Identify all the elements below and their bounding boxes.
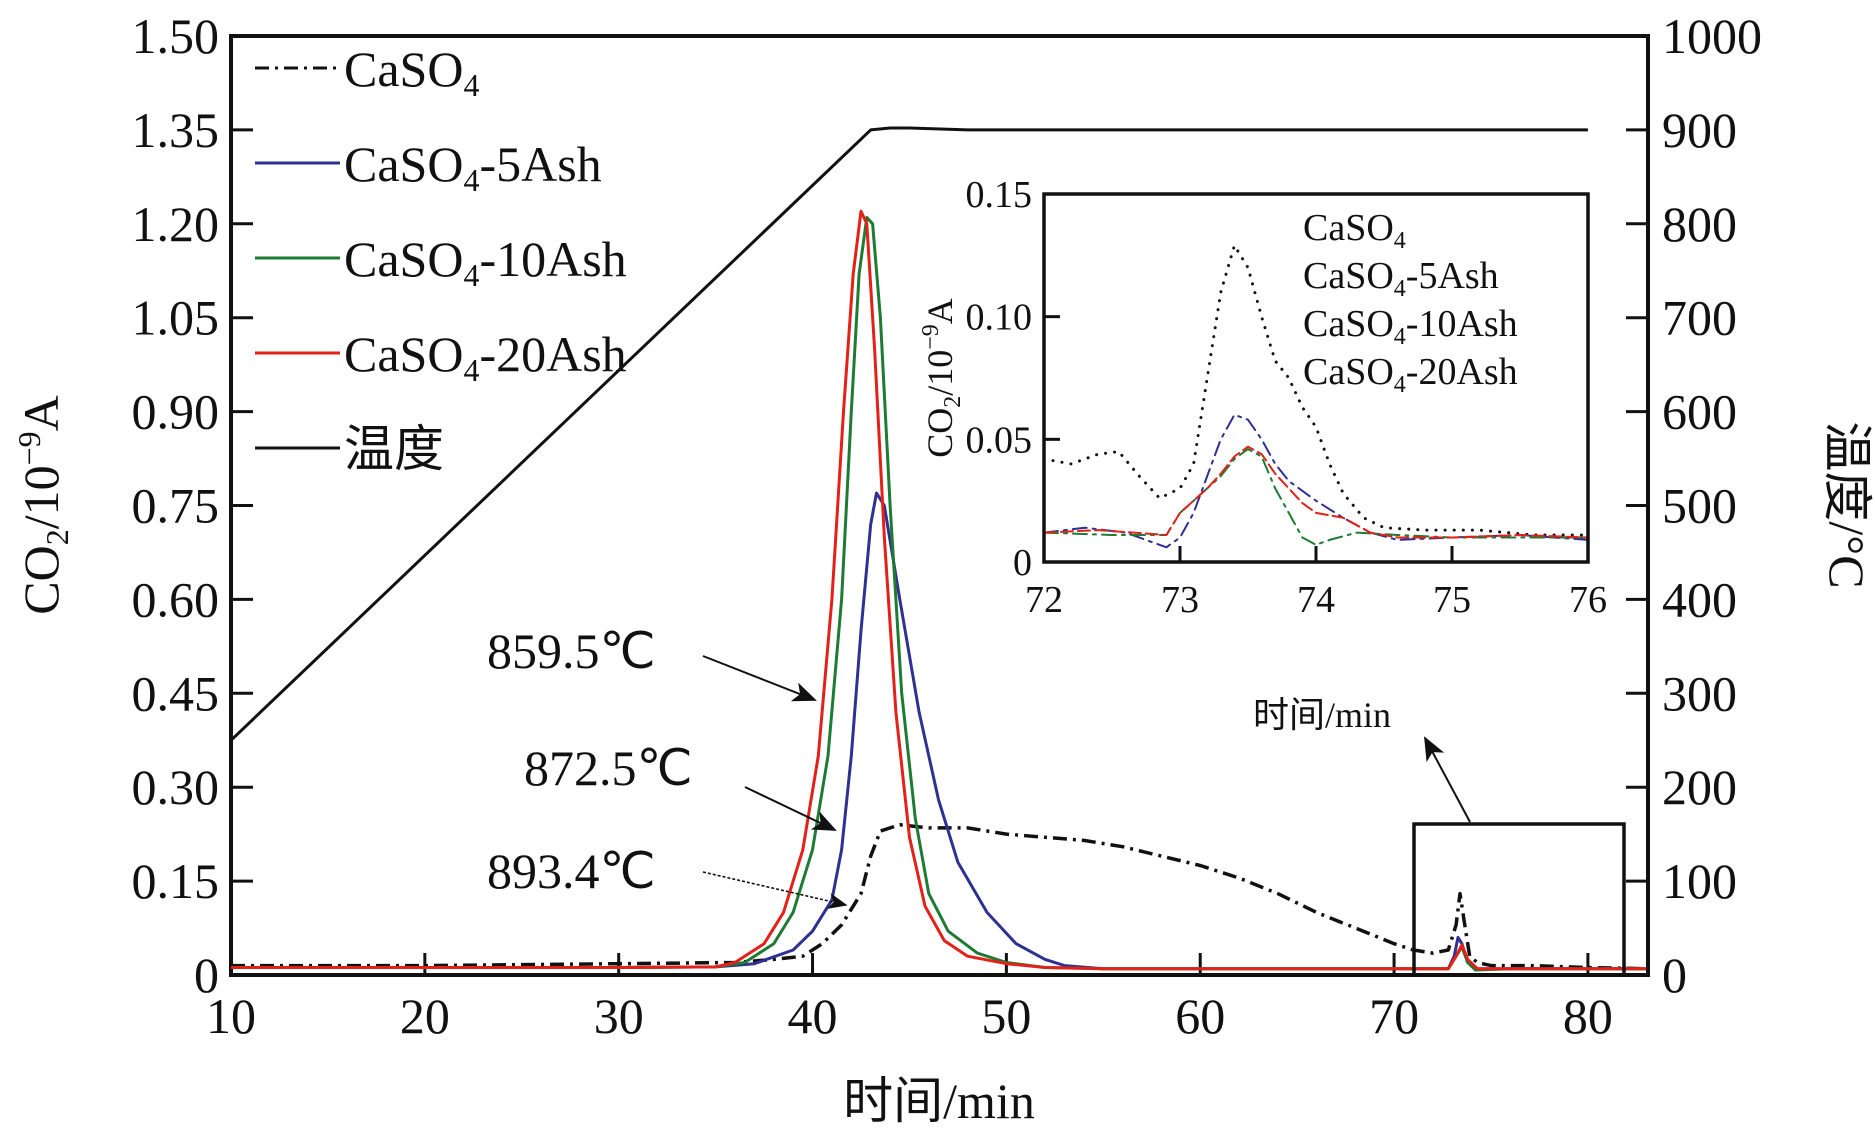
y-right-axis-title: 温度/°C — [1819, 421, 1875, 588]
zoom-region-box — [1412, 822, 1626, 977]
inset-legend-label: CaSO4-20Ash — [1303, 351, 1518, 398]
inset-series — [1042, 244, 1590, 549]
x-tick-label: 40 — [788, 988, 838, 1044]
x-tick-label: 10 — [206, 988, 256, 1044]
annotation-label: 893.4℃ — [487, 843, 656, 899]
annotation-arrow — [744, 786, 837, 831]
y-right-tick-label: 600 — [1662, 384, 1737, 440]
series-line-caso4-5ash — [231, 491, 1647, 971]
inset-x-tick-label: 75 — [1433, 579, 1471, 621]
zoom-callout-arrow — [1424, 736, 1471, 823]
inset-y-tick-label: 0 — [1013, 542, 1032, 584]
peak-annotations: 859.5℃ 872.5℃ 893.4℃ — [487, 623, 848, 909]
inset-x-tick-label: 73 — [1161, 579, 1199, 621]
inset-series-line-caso4-10ash — [1043, 448, 1589, 546]
y-right-tick-label: 300 — [1662, 665, 1737, 721]
y-right-tick-label: 400 — [1662, 571, 1737, 627]
y-left-tick-label: 0.30 — [132, 759, 220, 815]
legend-label: CaSO4-20Ash — [344, 326, 627, 388]
annotation-label: 872.5℃ — [524, 740, 693, 796]
legend-label: CaSO4-10Ash — [344, 231, 627, 293]
y-left-tick-label: 0 — [194, 947, 219, 1003]
y-right-tick-label: 700 — [1662, 290, 1737, 346]
y-left-tick-label: 0.75 — [132, 478, 220, 534]
annotation-label: 859.5℃ — [487, 623, 656, 679]
y-left-tick-label: 0.90 — [132, 384, 220, 440]
inset-series-line-caso4-20ash — [1043, 445, 1589, 539]
y-right-tick-label: 0 — [1662, 947, 1687, 1003]
x-tick-label: 70 — [1369, 988, 1419, 1044]
y-right-tick-label: 500 — [1662, 478, 1737, 534]
x-tick-label: 50 — [981, 988, 1031, 1044]
inset-legend-label: CaSO4-10Ash — [1303, 303, 1518, 350]
y-left-axis-title: CO2/10−9A — [11, 395, 75, 615]
y-left-tick-label: 1.50 — [132, 8, 220, 64]
series-line-- — [229, 126, 1588, 742]
y-right-tick-label: 900 — [1662, 102, 1737, 158]
y-left-tick-label: 0.60 — [132, 571, 220, 627]
y-left-tick-label: 0.45 — [132, 665, 220, 721]
legend-label: CaSO4-5Ash — [344, 136, 602, 198]
inset-series-line-caso4-5ash — [1043, 413, 1589, 549]
legend-label: CaSO4 — [344, 41, 479, 103]
y-right-tick-label: 200 — [1662, 759, 1737, 815]
inset-x-tick-label: 72 — [1025, 579, 1063, 621]
inset-x-axis-title: 时间/min — [1253, 695, 1391, 735]
inset-y-tick-label: 0.15 — [966, 174, 1033, 216]
series-line-caso4-20ash — [231, 209, 1647, 971]
inset-legend-label: CaSO4-5Ash — [1303, 255, 1499, 302]
inset-y-tick-label: 0.05 — [966, 419, 1033, 461]
y-left-tick-label: 0.15 — [132, 853, 220, 909]
inset-x-tick-label: 74 — [1297, 579, 1335, 621]
inset-y-tick-label: 0.10 — [966, 297, 1033, 339]
x-axis-title: 时间/min — [843, 1073, 1035, 1129]
y-right-tick-label: 100 — [1662, 853, 1737, 909]
main-ticks: 10 20 30 40 50 60 70 8000.150.300.450.600.750.9… — [132, 8, 1763, 1044]
inset-ticks: 72 73 74 75 76 0 0.05 0.10 0.15 — [966, 174, 1608, 621]
main-legend: CaSO4 CaSO4-5Ash CaSO4-10Ash CaSO4-20Ash 温度 — [255, 41, 627, 477]
annotation-arrow — [702, 655, 817, 702]
inset-y-axis-title: CO2/10−9A — [918, 298, 966, 458]
inset-x-tick-label: 76 — [1569, 579, 1607, 621]
x-tick-label: 60 — [1175, 988, 1225, 1044]
inset-series-line-caso4 — [1042, 244, 1590, 537]
main-series — [229, 126, 1647, 972]
y-left-tick-label: 1.35 — [132, 102, 220, 158]
x-tick-label: 20 — [400, 988, 450, 1044]
annotation-arrow — [702, 871, 848, 909]
y-left-tick-label: 1.05 — [132, 290, 220, 346]
y-right-tick-label: 800 — [1662, 196, 1737, 252]
y-right-tick-label: 1000 — [1662, 8, 1762, 64]
y-left-tick-label: 1.20 — [132, 196, 220, 252]
x-tick-label: 80 — [1563, 988, 1613, 1044]
inset-legend-label: CaSO4 — [1303, 207, 1406, 254]
series-line-caso4 — [231, 823, 1647, 971]
x-tick-label: 30 — [594, 988, 644, 1044]
legend-label: 温度 — [344, 421, 444, 477]
